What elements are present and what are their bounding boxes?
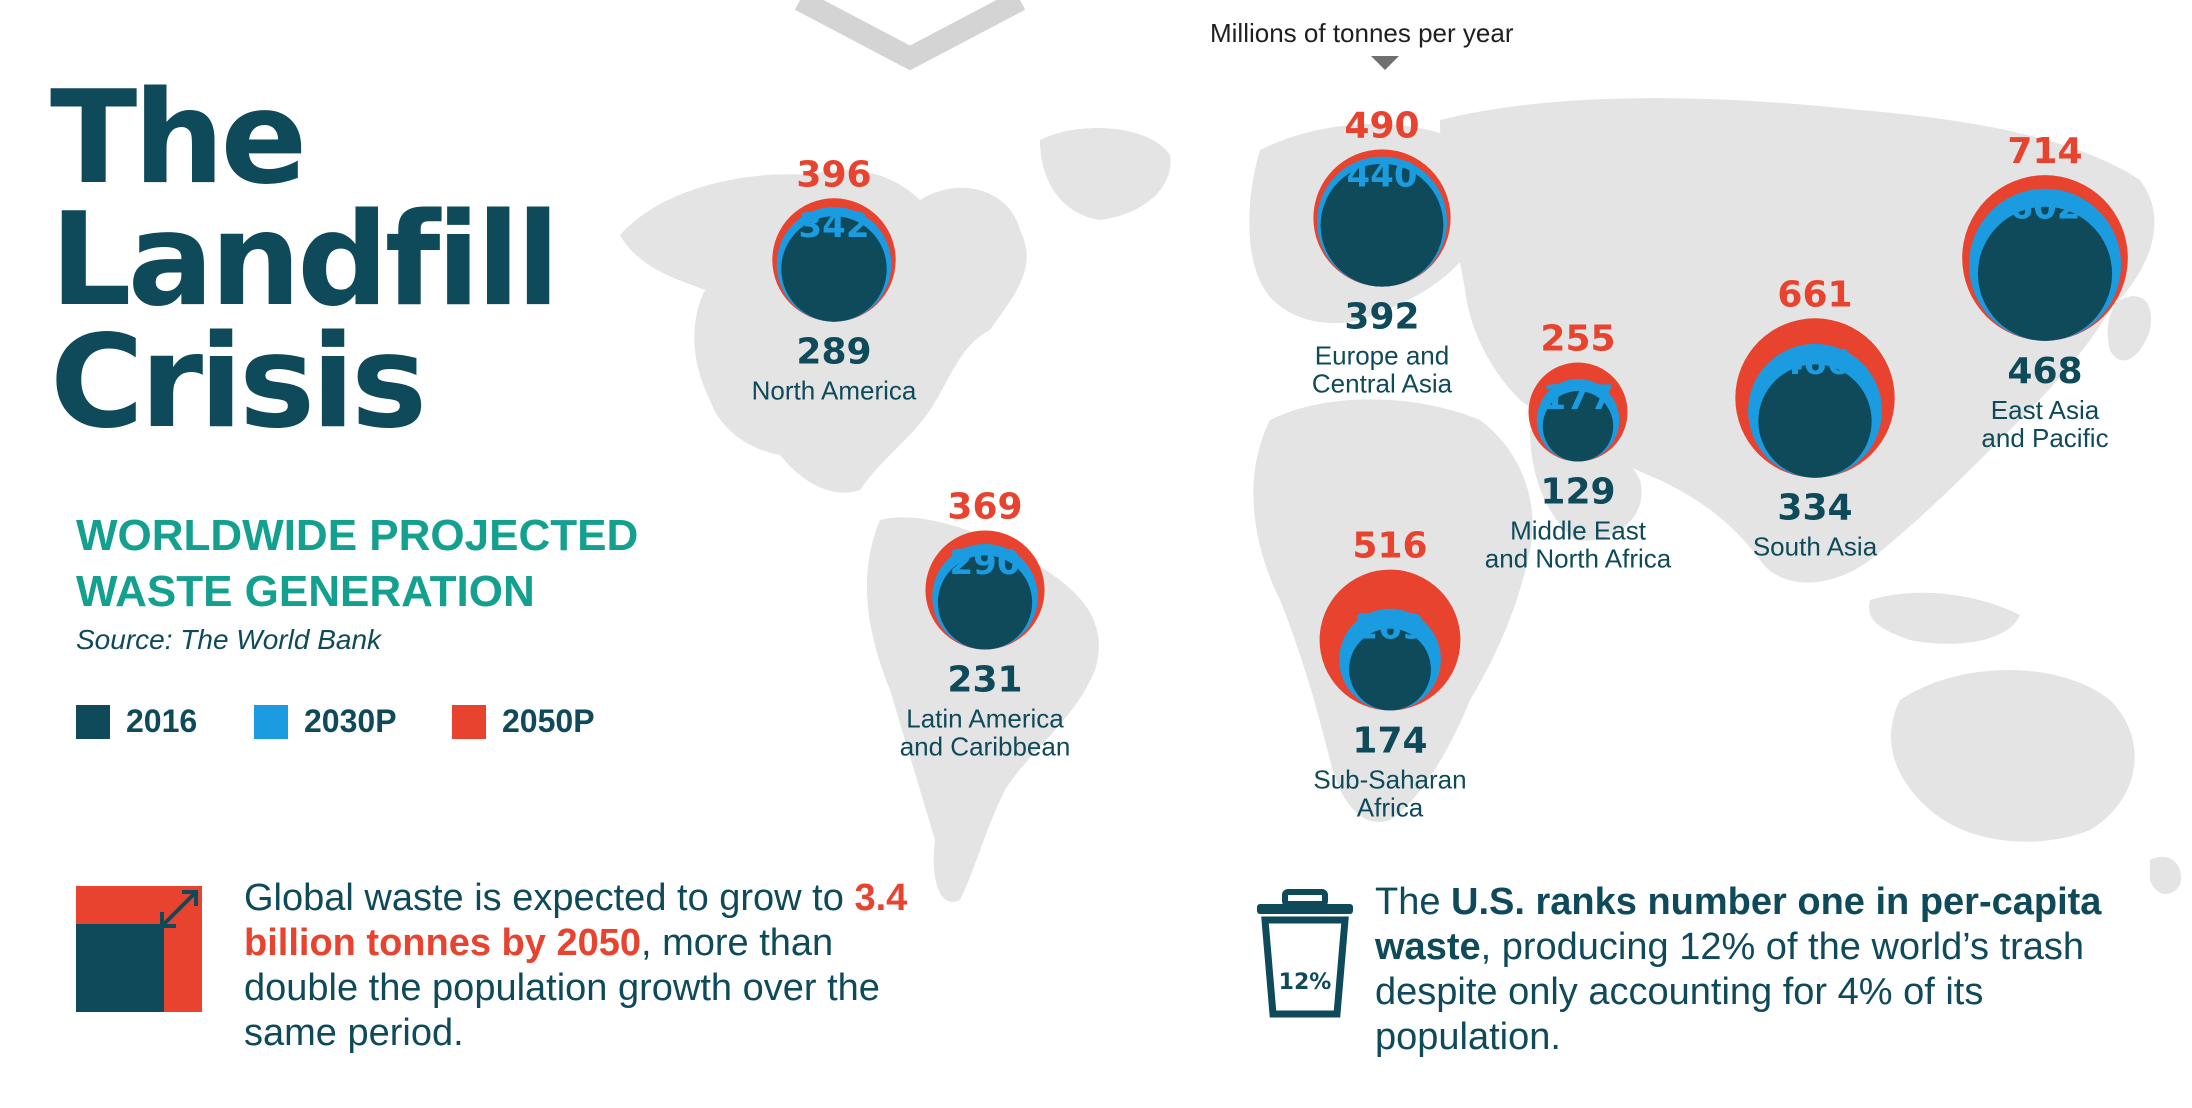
value-label-2030p: 177	[1543, 378, 1614, 418]
bubble-2016	[1349, 628, 1431, 711]
legend-label: 2050P	[502, 703, 595, 739]
bubble-2016	[937, 555, 1033, 650]
value-label-2030p: 342	[799, 206, 870, 246]
legend-item-2030p: 2030P	[254, 703, 397, 740]
value-label-2016: 289	[796, 332, 871, 373]
landmass-japan	[2107, 296, 2151, 361]
unit-label: Millions of tonnes per year	[1210, 18, 1514, 48]
legend-label: 2030P	[304, 703, 397, 739]
value-label-2050p: 369	[947, 486, 1022, 527]
landmass-south-america	[866, 517, 1099, 902]
value-label-2016: 334	[1777, 488, 1852, 529]
bubble-2016	[1542, 391, 1614, 462]
title-line: The	[50, 64, 307, 213]
value-label-2016: 174	[1352, 720, 1427, 761]
legend-swatch	[452, 704, 486, 739]
landmass-australia	[1891, 670, 2135, 842]
landmass-greenland	[1040, 128, 1171, 220]
region-name: Latin America	[906, 704, 1064, 734]
value-label-2016: 231	[947, 660, 1022, 701]
us-text-pre: The	[1375, 881, 1452, 923]
page-title: The Landfill Crisis	[50, 64, 560, 457]
region-name: Middle East	[1510, 516, 1647, 546]
value-label-2030p: 269	[1355, 608, 1426, 648]
region-name: Central Asia	[1312, 369, 1453, 399]
legend-swatch	[254, 704, 288, 739]
value-label-2050p: 516	[1352, 526, 1427, 567]
legend: 2016 2030P 2050P	[76, 703, 696, 743]
value-label-2030p: 602	[2010, 188, 2081, 228]
region-name: North America	[752, 376, 917, 406]
region-name: and North Africa	[1485, 544, 1672, 574]
region-name: and Caribbean	[900, 732, 1071, 762]
value-label-2050p: 490	[1344, 105, 1419, 146]
value-label-2050p: 255	[1540, 318, 1615, 359]
value-label-2016: 129	[1540, 472, 1615, 513]
subtitle-line: WASTE GENERATION	[76, 567, 535, 616]
region-name: Sub-Saharan	[1313, 764, 1466, 794]
subtitle-line: WORLDWIDE PROJECTED	[76, 511, 639, 560]
fact-text-post: , more than double the population growth…	[244, 922, 880, 1054]
down-arrow-icon	[1371, 56, 1399, 70]
legend-item-2016: 2016	[76, 703, 197, 740]
bubble-2016	[781, 216, 887, 322]
region-name: East Asia	[1991, 395, 2100, 425]
region-name: South Asia	[1753, 532, 1878, 562]
landmass-new-zealand	[2150, 856, 2181, 895]
bubble-2016	[1320, 163, 1444, 287]
landmass-southeast-asia	[1869, 592, 2020, 644]
value-label-2016: 392	[1344, 297, 1419, 338]
us-text-post: , producing 12% of the world’s trash des…	[1375, 926, 2085, 1058]
region-name: Europe and	[1315, 341, 1449, 371]
growth-fact: Global waste is expected to grow to 3.4 …	[244, 876, 924, 1056]
fact-text-highlight: 3.4 billion tonnes by 2050	[244, 877, 908, 964]
landmass-north-america	[620, 169, 1027, 493]
fact-text-pre: Global waste is expected to grow to	[244, 877, 855, 919]
region-name: and Pacific	[1981, 423, 2108, 453]
us-text-bold: U.S. ranks number one in per-capita wast…	[1375, 881, 2102, 968]
value-label-2050p: 396	[796, 154, 871, 195]
value-label-2030p: 466	[1780, 343, 1851, 383]
bubble-2016	[1977, 206, 2113, 341]
value-label-2030p: 290	[950, 543, 1021, 583]
value-label-2050p: 714	[2007, 131, 2082, 172]
growth-square-icon	[76, 886, 202, 1012]
region-name: Africa	[1357, 792, 1424, 822]
trash-percent-label: 12%	[1278, 970, 1332, 995]
bubble-2016	[1758, 364, 1872, 478]
value-label-2050p: 661	[1777, 274, 1852, 315]
legend-item-2050p: 2050P	[452, 703, 595, 740]
trash-can-icon	[1257, 889, 1353, 1018]
title-line: Crisis	[50, 308, 427, 457]
legend-label: 2016	[126, 703, 198, 739]
legend-swatch	[76, 704, 110, 739]
chart-subtitle: WORLDWIDE PROJECTED WASTE GENERATION	[76, 508, 638, 620]
value-label-2016: 468	[2007, 351, 2082, 392]
chevron-decoration-icon	[794, 0, 1026, 71]
title-line: Landfill	[50, 186, 560, 335]
source-note: Source: The World Bank	[76, 624, 382, 655]
us-fact: The U.S. ranks number one in per-capita …	[1375, 880, 2155, 1060]
value-label-2030p: 440	[1347, 156, 1418, 196]
